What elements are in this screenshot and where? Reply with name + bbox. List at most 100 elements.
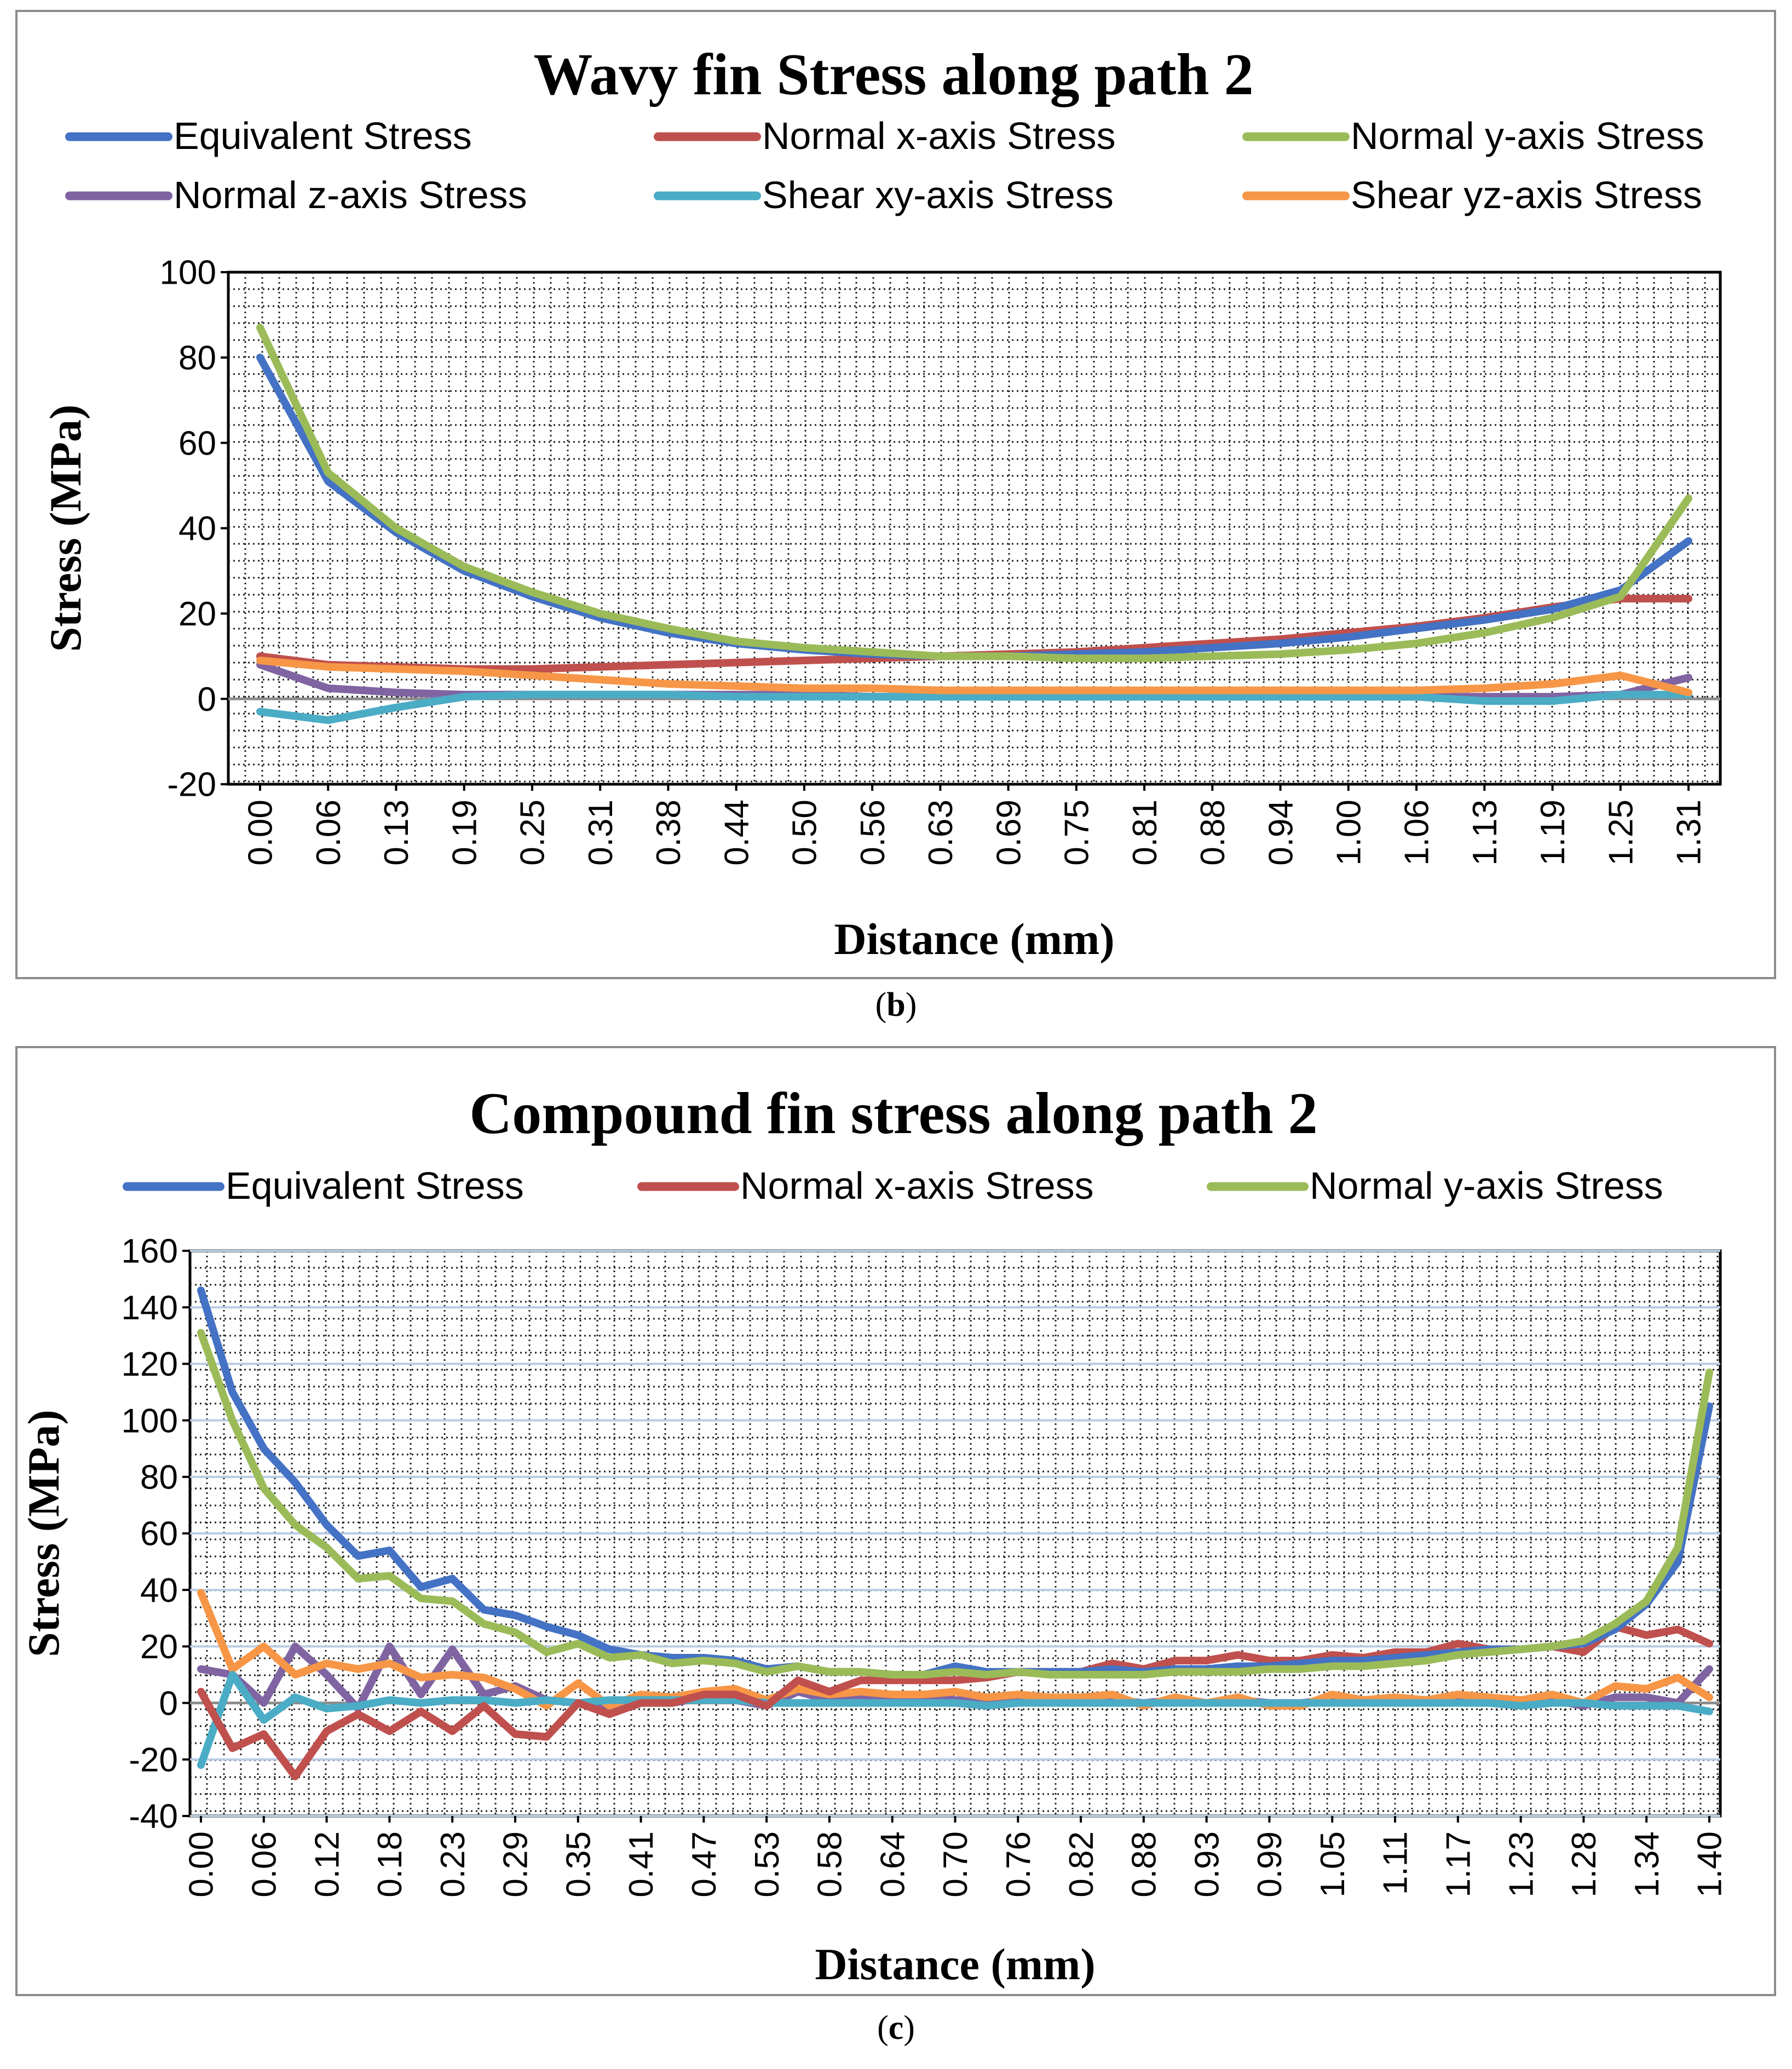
x-axis-title: Distance (mm) xyxy=(815,1939,1095,1989)
wavy-chart-svg: Wavy fin Stress along path 2 Equivalent S… xyxy=(41,42,1722,964)
x-tick-label: 1.25 xyxy=(1602,800,1640,866)
x-tick-label: 0.25 xyxy=(514,800,552,866)
legend-item: Equivalent Stress xyxy=(65,114,472,157)
y-tick-label: -40 xyxy=(129,1798,178,1836)
x-tick-label: 0.31 xyxy=(582,800,620,866)
series-line xyxy=(197,1671,1713,1769)
legend-item: Normal y-axis Stress xyxy=(1242,114,1704,157)
x-tick-label: 0.00 xyxy=(183,1831,221,1898)
x-tick-label: 1.34 xyxy=(1628,1831,1666,1898)
series-line xyxy=(256,324,1692,663)
compound-chart-svg: Compound fin stress along path 2 Equivale… xyxy=(19,1081,1729,1989)
x-tick-label: 0.53 xyxy=(748,1831,786,1898)
caption-b: (b) xyxy=(875,986,917,1024)
chart-panel-wavy: Wavy fin Stress along path 2 Equivalent S… xyxy=(15,10,1776,979)
legend-item: Normal x-axis Stress xyxy=(637,1164,1094,1207)
x-tick-label: 0.70 xyxy=(937,1831,975,1898)
y-axis-title: Stress (MPa) xyxy=(19,1410,68,1657)
x-tick-label: 0.18 xyxy=(371,1831,409,1898)
x-tick-label: 1.17 xyxy=(1440,1831,1478,1898)
x-tick-label: 0.50 xyxy=(786,800,824,866)
y-tick-label: 40 xyxy=(178,510,216,548)
x-tick-label: 0.75 xyxy=(1058,800,1096,866)
x-tick-label: 0.76 xyxy=(1000,1831,1038,1898)
legend-label: Equivalent Stress xyxy=(174,114,472,157)
x-tick-label: 0.38 xyxy=(650,800,688,866)
y-tick-label: 60 xyxy=(178,424,216,462)
y-tick-label: 140 xyxy=(122,1289,178,1327)
legend-label: Normal z-axis Stress xyxy=(174,174,527,216)
series-line xyxy=(197,1329,1713,1679)
legend-label: Normal y-axis Stress xyxy=(1310,1164,1663,1207)
series-line xyxy=(197,1589,1713,1710)
legend-label: Normal x-axis Stress xyxy=(740,1164,1094,1207)
series-line xyxy=(256,657,1692,697)
legend-label: Equivalent Stress xyxy=(226,1164,524,1207)
legend-item: Shear xy-axis Stress xyxy=(654,174,1114,216)
legend-label: Normal y-axis Stress xyxy=(1351,114,1704,157)
x-tick-label: 0.41 xyxy=(623,1831,660,1898)
y-tick-label: 100 xyxy=(160,254,216,292)
y-tick-label: 80 xyxy=(178,340,216,377)
legend-label: Shear xy-axis Stress xyxy=(762,174,1114,216)
x-tick-label: 0.69 xyxy=(990,800,1028,866)
chart-title: Wavy fin Stress along path 2 xyxy=(533,42,1253,107)
x-tick-label: 1.28 xyxy=(1565,1831,1603,1898)
x-tick-label: 1.19 xyxy=(1534,800,1572,866)
series-line xyxy=(197,1623,1713,1780)
legend-item: Normal y-axis Stress xyxy=(1207,1164,1663,1207)
legend-item: Normal x-axis Stress xyxy=(654,114,1116,157)
x-tick-label: 0.13 xyxy=(378,800,416,866)
x-tick-label: 1.11 xyxy=(1377,1831,1415,1895)
x-tick-label: 0.82 xyxy=(1063,1831,1100,1898)
x-tick-label: 0.56 xyxy=(854,800,892,866)
legend-label: Normal x-axis Stress xyxy=(762,114,1116,157)
x-tick-label: 0.00 xyxy=(242,800,280,866)
legend-item: Equivalent Stress xyxy=(123,1164,524,1207)
x-tick-label: 0.35 xyxy=(560,1831,597,1898)
x-tick-label: 0.81 xyxy=(1126,800,1164,866)
y-tick-label: 160 xyxy=(122,1233,178,1271)
x-tick-label: 0.29 xyxy=(497,1831,535,1898)
x-tick-label: 0.06 xyxy=(310,800,348,866)
x-tick-label: 0.93 xyxy=(1188,1831,1226,1898)
grid xyxy=(228,272,1720,784)
y-tick-label: 0 xyxy=(159,1685,178,1722)
y-tick-label: -20 xyxy=(167,766,216,804)
y-tick-label: 0 xyxy=(198,681,216,719)
x-tick-label: 0.58 xyxy=(811,1831,849,1898)
y-tick-label: 40 xyxy=(140,1572,178,1610)
legend-item: Shear yz-axis Stress xyxy=(1242,174,1702,216)
x-tick-label: 1.06 xyxy=(1398,800,1436,866)
x-tick-label: 0.06 xyxy=(245,1831,283,1898)
x-tick-label: 0.19 xyxy=(446,800,483,866)
y-axis-title: Stress (MPa) xyxy=(41,405,90,652)
x-tick-label: 1.31 xyxy=(1670,800,1708,866)
x-tick-label: 0.94 xyxy=(1262,800,1300,866)
y-tick-label: 100 xyxy=(122,1402,178,1440)
x-tick-label: 0.88 xyxy=(1194,800,1232,866)
x-tick-label: 1.23 xyxy=(1502,1831,1540,1898)
x-tick-label: 0.12 xyxy=(308,1831,346,1898)
x-tick-label: 0.64 xyxy=(874,1831,912,1898)
caption-c: (c) xyxy=(877,2009,915,2047)
series-line xyxy=(256,691,1692,725)
x-tick-label: 0.47 xyxy=(685,1831,723,1898)
x-tick-label: 0.44 xyxy=(718,800,756,866)
x-tick-label: 1.05 xyxy=(1314,1831,1352,1898)
x-tick-label: 0.88 xyxy=(1126,1831,1163,1898)
y-tick-label: -20 xyxy=(129,1742,178,1779)
y-tick-label: 20 xyxy=(140,1628,178,1666)
x-tick-label: 0.63 xyxy=(922,800,960,866)
legend-item: Normal z-axis Stress xyxy=(65,174,527,216)
x-tick-label: 1.40 xyxy=(1691,1831,1729,1898)
y-tick-label: 20 xyxy=(178,595,216,633)
grid xyxy=(190,1250,1720,1817)
chart-panel-compound: Compound fin stress along path 2 Equivale… xyxy=(15,1046,1776,1996)
legend-label: Shear yz-axis Stress xyxy=(1351,174,1702,216)
x-tick-label: 1.13 xyxy=(1466,800,1504,866)
x-axis-title: Distance (mm) xyxy=(834,914,1114,964)
x-tick-label: 0.23 xyxy=(434,1831,472,1898)
x-tick-label: 1.00 xyxy=(1330,800,1368,866)
chart-title: Compound fin stress along path 2 xyxy=(469,1081,1317,1146)
